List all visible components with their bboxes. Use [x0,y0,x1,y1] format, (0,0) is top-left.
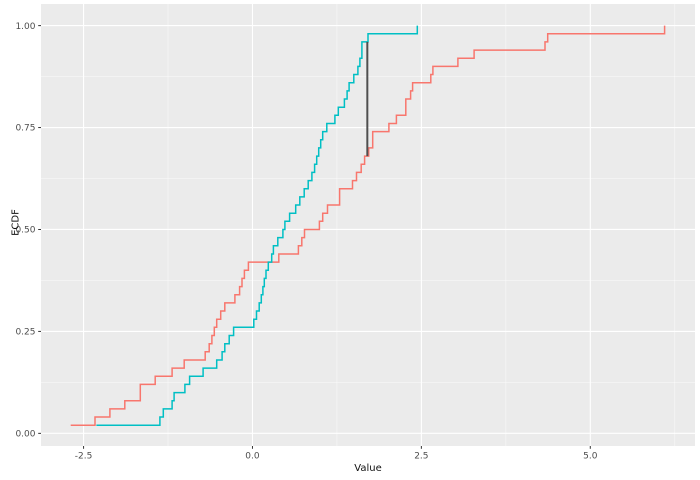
x-tick-label: -2.5 [75,452,93,462]
x-tick-label: 5.0 [583,452,598,462]
y-tick-label: 0.50 [15,226,35,236]
y-axis-title: ECDF [10,209,22,236]
x-tick-label: 2.5 [414,452,428,462]
x-tick-label: 0.0 [245,452,260,462]
sample-1-ecdf-line [70,25,666,426]
y-tick-label: 1.00 [15,22,35,32]
y-tick-label: 0.75 [15,124,35,134]
y-tick-label: 0.25 [15,328,35,338]
x-axis-title: Value [354,463,382,474]
sample-2-ecdf-line [96,25,419,426]
y-tick-label: 0.00 [15,430,35,440]
